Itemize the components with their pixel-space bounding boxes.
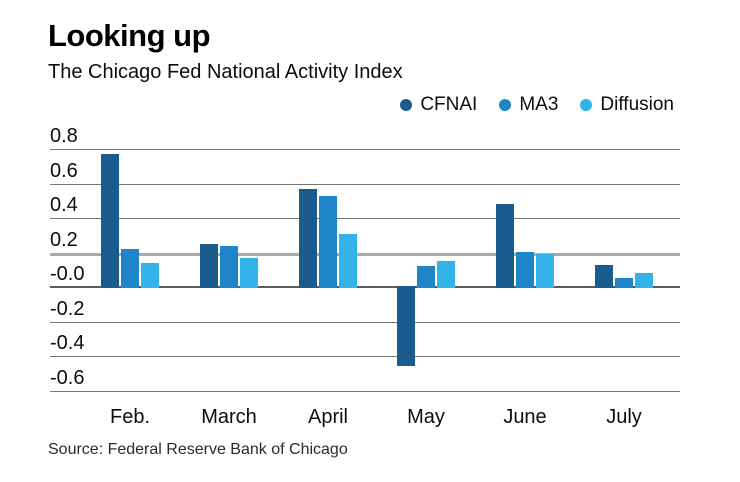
- y-axis-tick-label: -0.4: [50, 332, 85, 354]
- bar-cfnai-june: [496, 204, 514, 288]
- bar-cfnai-july: [595, 265, 613, 288]
- legend-swatch-ma3-icon: [499, 99, 512, 111]
- bar-diffusion-may: [437, 261, 455, 288]
- legend-label-cfnai: CFNAI: [420, 94, 478, 115]
- bar-ma3-march: [220, 246, 238, 288]
- gridline--0.4: [50, 356, 680, 357]
- legend-item-ma3: MA3: [499, 94, 558, 116]
- legend-swatch-cfnai-icon: [400, 99, 413, 111]
- chart-source: Source: Federal Reserve Bank of Chicago: [48, 441, 348, 458]
- y-axis-tick-label: 0.6: [50, 160, 78, 182]
- bar-diffusion-march: [240, 258, 258, 288]
- legend-swatch-diffusion-icon: [580, 99, 593, 111]
- legend-item-cfnai: CFNAI: [400, 94, 477, 116]
- gridline-0.4: [50, 218, 680, 219]
- bar-ma3-june: [516, 252, 534, 288]
- bar-cfnai-may: [397, 286, 415, 366]
- x-axis-label-july: July: [606, 406, 642, 428]
- y-axis-tick-label: 0.8: [50, 125, 78, 147]
- legend-item-diffusion: Diffusion: [580, 94, 674, 116]
- gridline--0.0: [50, 286, 680, 288]
- bar-diffusion-april: [339, 234, 357, 288]
- gridline--0.2: [50, 322, 680, 323]
- chart-legend: CFNAI MA3 Diffusion: [400, 94, 674, 116]
- bar-ma3-july: [615, 278, 633, 288]
- x-axis-label-june: June: [503, 406, 547, 428]
- bar-ma3-feb: [121, 249, 139, 288]
- bar-ma3-may: [417, 266, 435, 288]
- x-axis-label-april: April: [307, 406, 348, 428]
- bar-cfnai-feb: [101, 154, 119, 288]
- x-axis-label-march: March: [201, 406, 257, 428]
- bar-diffusion-june: [536, 254, 554, 288]
- chart-subtitle: The Chicago Fed National Activity Index: [48, 61, 403, 83]
- x-axis-label-may: May: [407, 406, 445, 428]
- y-axis-tick-label: 0.4: [50, 194, 78, 216]
- bar-diffusion-july: [635, 273, 653, 288]
- y-axis-tick-label: -0.0: [50, 263, 85, 285]
- bar-ma3-april: [319, 196, 337, 288]
- gridline--0.6: [50, 391, 680, 392]
- legend-label-diffusion: Diffusion: [600, 94, 674, 115]
- chart-title: Looking up: [48, 18, 211, 53]
- y-axis-tick-label: 0.2: [50, 229, 78, 251]
- bar-diffusion-feb: [141, 263, 159, 288]
- gridline-0.6: [50, 184, 680, 185]
- bar-cfnai-march: [200, 244, 218, 288]
- legend-label-ma3: MA3: [519, 94, 559, 115]
- gridline-0.2: [50, 253, 680, 256]
- bar-cfnai-april: [299, 189, 317, 288]
- y-axis-tick-label: -0.2: [50, 298, 85, 320]
- gridline-0.8: [50, 149, 680, 150]
- y-axis-tick-label: -0.6: [50, 367, 85, 389]
- x-axis-label-feb: Feb.: [109, 406, 151, 428]
